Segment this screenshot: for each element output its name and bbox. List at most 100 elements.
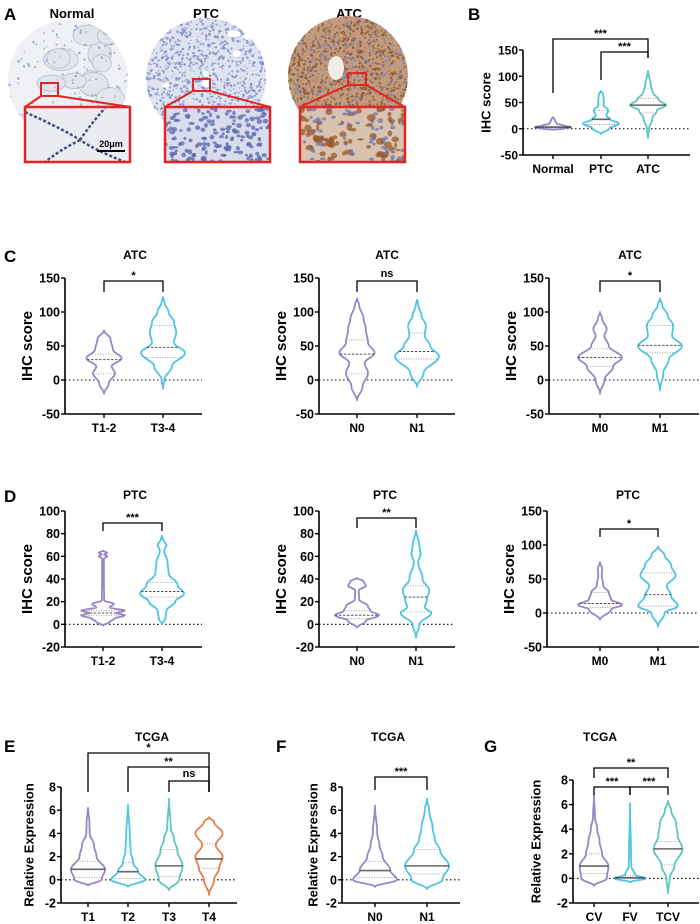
y-axis-label: Relative Expression xyxy=(21,783,36,907)
y-tick-label: 6 xyxy=(561,798,568,812)
violin-m1 xyxy=(637,297,683,392)
violin-t3-4 xyxy=(139,535,185,626)
significance-label: ns xyxy=(183,768,196,780)
violin-n1 xyxy=(399,529,433,639)
y-tick-label: 60 xyxy=(300,550,314,564)
y-tick-label: 2 xyxy=(49,850,56,864)
significance-bracket xyxy=(599,280,661,292)
significance-bracket xyxy=(102,522,163,531)
x-tick-label: N0 xyxy=(367,910,383,924)
significance-bracket xyxy=(600,51,649,80)
x-tick-label: N1 xyxy=(408,654,424,668)
tissue-image-atc xyxy=(288,16,408,164)
tissue-image-normal xyxy=(8,20,132,164)
y-tick-label: -20 xyxy=(42,641,60,655)
chart-title: TCGA xyxy=(371,730,405,744)
y-tick-label: 0 xyxy=(537,374,544,388)
x-tick-label: M0 xyxy=(592,421,609,435)
significance-bracket xyxy=(356,517,417,528)
chart-c3: -50 0 50 100 150 M0 M1 IHC score ATC * xyxy=(503,248,699,435)
violin-t3-4 xyxy=(140,296,186,390)
chart-f: -2 0 2 4 6 8 N0 N1 Relative Expression TCGA *** xyxy=(305,730,460,924)
y-tick-label: 0 xyxy=(53,374,60,388)
y-axis-label: IHC score xyxy=(19,311,36,381)
x-tick-label: T4 xyxy=(202,910,216,924)
y-tick-label: 50 xyxy=(530,340,544,354)
significance-label: * xyxy=(146,742,151,754)
y-axis-label: IHC score xyxy=(273,311,290,381)
x-tick-label: PTC xyxy=(589,162,613,176)
y-tick-label: 0 xyxy=(49,873,56,887)
tissue-image-ptc xyxy=(146,18,272,164)
violin-t2 xyxy=(110,803,146,888)
chart-d3: -50 0 50 100 150 M0 M1 IHC score PTC * xyxy=(501,488,699,668)
chart-title: PTC xyxy=(373,488,397,502)
y-tick-label: 150 xyxy=(523,272,544,286)
y-tick-label: 100 xyxy=(498,70,518,84)
y-tick-label: 100 xyxy=(523,306,544,320)
y-tick-label: -2 xyxy=(45,897,56,911)
y-axis-label: IHC score xyxy=(501,544,518,614)
violin-t1 xyxy=(70,807,106,887)
y-tick-label: 100 xyxy=(293,306,314,320)
significance-label: *** xyxy=(618,41,632,53)
violin-m0 xyxy=(577,311,623,395)
chart-title: TCGA xyxy=(583,730,617,744)
x-tick-label: CV xyxy=(586,910,603,924)
y-tick-label: 100 xyxy=(39,306,60,320)
violin-t3 xyxy=(154,797,184,892)
chart-title: ATC xyxy=(618,248,642,262)
scale-bar: 20μm xyxy=(97,139,125,152)
chart-b: -50 0 50 100 150 Normal PTC ATC IHC score *** *** xyxy=(478,28,690,176)
y-tick-label: 40 xyxy=(300,573,314,587)
violin-tcv xyxy=(652,800,684,895)
y-tick-label: 0 xyxy=(53,618,60,632)
panel-label-a: A xyxy=(4,5,16,24)
y-tick-label: 0 xyxy=(561,872,568,886)
image-title-normal: Normal xyxy=(50,6,95,21)
violin-fv xyxy=(613,802,647,883)
chart-title: ATC xyxy=(375,248,399,262)
violin-t1-2 xyxy=(85,329,123,395)
y-tick-label: 50 xyxy=(505,96,519,110)
x-tick-label: T1 xyxy=(81,910,95,924)
y-tick-label: 40 xyxy=(46,573,60,587)
significance-label: ** xyxy=(164,756,173,768)
image-title-ptc: PTC xyxy=(193,6,220,21)
significance-label: ** xyxy=(382,507,391,519)
x-tick-label: T3 xyxy=(162,910,176,924)
y-tick-label: -50 xyxy=(296,408,314,422)
violin-t1-2 xyxy=(80,549,126,627)
y-tick-label: 100 xyxy=(521,539,542,553)
y-tick-label: 50 xyxy=(300,340,314,354)
y-tick-label: -20 xyxy=(296,641,314,655)
y-axis-label: Relative Expression xyxy=(528,780,543,904)
x-tick-label: N1 xyxy=(409,421,425,435)
y-axis-label: IHC score xyxy=(503,311,520,381)
y-tick-label: 150 xyxy=(293,272,314,286)
y-tick-label: 4 xyxy=(49,827,56,841)
chart-title: TCGA xyxy=(135,730,169,744)
x-tick-label: N0 xyxy=(349,421,365,435)
x-tick-label: N1 xyxy=(419,910,435,924)
significance-label: * xyxy=(627,518,632,530)
significance-label: *** xyxy=(126,512,140,524)
y-tick-label: 100 xyxy=(39,505,60,519)
y-tick-label: 20 xyxy=(46,595,60,609)
panel-label-b: B xyxy=(468,5,480,24)
panel-label-e: E xyxy=(4,737,15,756)
y-tick-label: 0 xyxy=(511,122,518,136)
y-tick-label: 50 xyxy=(46,340,60,354)
significance-bracket xyxy=(127,766,210,792)
x-tick-label: Normal xyxy=(532,162,573,176)
significance-label: *** xyxy=(395,766,409,778)
violin-m0 xyxy=(577,561,623,621)
significance-bracket xyxy=(599,528,659,537)
x-tick-label: T3-4 xyxy=(151,421,176,435)
chart-title: ATC xyxy=(123,248,147,262)
significance-label: *** xyxy=(594,28,608,40)
panel-label-f: F xyxy=(276,737,286,756)
x-tick-label: TCV xyxy=(656,910,680,924)
